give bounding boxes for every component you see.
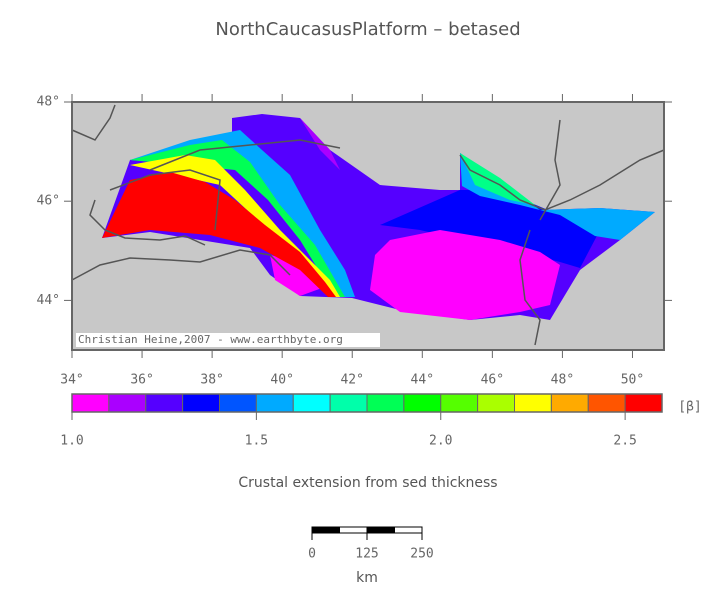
lon-label: 38° xyxy=(200,373,223,388)
scalebar-label: 0 xyxy=(308,547,316,562)
lon-label: 46° xyxy=(481,373,504,388)
lon-label: 40° xyxy=(270,373,293,388)
region xyxy=(102,172,336,297)
region xyxy=(460,153,535,205)
colorbar-tick-label: 1.0 xyxy=(60,434,83,449)
coastline xyxy=(149,139,341,171)
lon-label: 50° xyxy=(621,373,644,388)
lon-label: 42° xyxy=(340,373,363,388)
colorbar-bin xyxy=(292,393,331,413)
lat-label: 46° xyxy=(37,194,60,209)
credit-box xyxy=(76,333,380,347)
colorbar-bin xyxy=(514,393,552,413)
credit: Christian Heine,2007 - www.earthbyte.org xyxy=(78,333,343,346)
scalebar-segment xyxy=(394,526,423,534)
coastline xyxy=(71,104,116,141)
colorbar-frame xyxy=(71,393,663,413)
region xyxy=(130,140,345,297)
title: NorthCaucasusPlatform – betased xyxy=(215,19,520,40)
coastlines xyxy=(71,104,665,346)
region xyxy=(370,230,560,320)
colorbar-bin xyxy=(71,393,110,413)
colorbar-unit: [β] xyxy=(678,400,701,415)
lon-label: 44° xyxy=(411,373,434,388)
colorbar: 1.0 1.5 2.0 2.5 xyxy=(60,393,663,449)
region xyxy=(460,153,655,240)
colorbar-bin xyxy=(587,393,626,413)
colorbar-bin xyxy=(255,393,294,413)
scalebar-unit: km xyxy=(356,570,378,586)
map-frame xyxy=(71,101,665,351)
colorbar-tick-label: 2.5 xyxy=(613,434,636,449)
scalebar-segment xyxy=(339,526,368,534)
scalebar-segment xyxy=(366,526,395,534)
scalebar-label: 250 xyxy=(410,547,433,562)
colorbar-bin xyxy=(329,393,368,413)
colorbar-bin xyxy=(219,393,257,413)
region xyxy=(270,255,322,296)
colorbar-bin xyxy=(182,393,220,413)
scalebar: 0 125 250 xyxy=(308,526,434,562)
scalebar-segment xyxy=(311,526,340,534)
coastline xyxy=(71,249,291,281)
colorbar-bin xyxy=(403,393,442,413)
axes: 34° 36° 38° 40° 42° 44° 46° 48° 50° 44° 46° 48° xyxy=(37,94,672,388)
colorbar-bin xyxy=(477,393,515,413)
colorbar-bin xyxy=(366,393,405,413)
coastline xyxy=(89,199,206,246)
colorbar-bin xyxy=(440,393,479,413)
lon-label: 36° xyxy=(130,373,153,388)
colorbar-bin xyxy=(108,393,147,413)
colorbar-bin xyxy=(624,393,663,413)
colorbar-tick-label: 2.0 xyxy=(429,434,452,449)
coastline xyxy=(539,119,561,221)
coastline xyxy=(109,169,221,231)
coastline xyxy=(519,229,541,346)
lat-label: 44° xyxy=(37,293,60,308)
colorbar-bin xyxy=(145,393,184,413)
scalebar-label: 125 xyxy=(355,547,378,562)
colorbar-bin xyxy=(550,393,589,413)
lon-label: 48° xyxy=(551,373,574,388)
colorbar-tick-label: 1.5 xyxy=(245,434,268,449)
colorbar-caption: Crustal extension from sed thickness xyxy=(238,475,497,491)
lon-label: 34° xyxy=(60,373,83,388)
lat-label: 48° xyxy=(37,95,60,110)
